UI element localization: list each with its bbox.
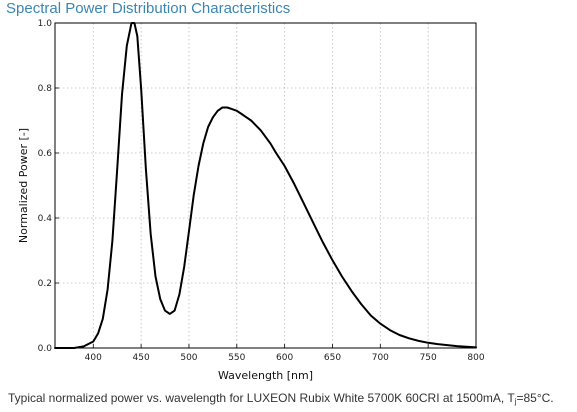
x-tick-label: 500 (180, 353, 197, 363)
y-tick-label: 0.0 (38, 344, 53, 354)
x-tick-label: 750 (420, 353, 437, 363)
plot-frame (54, 22, 477, 349)
y-tick-label: 0.4 (38, 214, 53, 224)
x-tick-label: 600 (276, 353, 293, 363)
caption-suffix: =85°C. (516, 391, 554, 405)
grid-layer (55, 22, 477, 349)
y-tick-label: 0.8 (38, 84, 53, 94)
x-tick-label: 450 (133, 353, 150, 363)
chart-caption: Typical normalized power vs. wavelength … (8, 390, 554, 406)
caption-subscript: j (514, 397, 517, 406)
x-tick-label: 700 (372, 353, 389, 363)
x-tick-label: 550 (228, 353, 245, 363)
caption-text: Typical normalized power vs. wavelength … (8, 391, 515, 405)
x-tick-label: 400 (85, 353, 102, 363)
tick-label-layer: 400 450 500 550 600 650 700 750 800 0.0 0.2 0.4 0.6 0… (38, 19, 485, 363)
x-tick-label: 800 (467, 353, 484, 363)
y-axis-title: Normalized Power [-] (17, 128, 30, 243)
x-axis-title: Wavelength [nm] (218, 369, 313, 382)
x-tick-label: 650 (324, 353, 341, 363)
y-tick-label: 1.0 (38, 19, 53, 29)
spectral-power-line (54, 22, 477, 349)
y-tick-label: 0.2 (38, 279, 52, 289)
chart-title: Spectral Power Distribution Characterist… (6, 0, 291, 17)
y-tick-label: 0.6 (38, 149, 53, 159)
tick-layer (55, 22, 477, 349)
